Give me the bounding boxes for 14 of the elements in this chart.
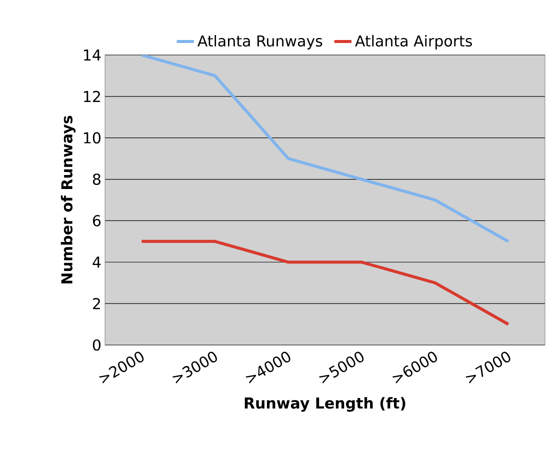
line-series: [140, 54, 510, 243]
x-axis-title: Runway Length (ft): [244, 397, 406, 412]
y-axis-title: Number of Runways: [60, 116, 76, 284]
y-tick-label: 10: [84, 132, 100, 144]
y-tick-label: 8: [92, 174, 100, 185]
legend-label: Atlanta Airports: [355, 35, 472, 50]
y-tick-label: 0: [92, 339, 100, 351]
y-tick-label: 6: [92, 215, 101, 226]
y-tick-label: 14: [84, 50, 101, 60]
line-series: [140, 240, 510, 326]
y-tick-label: 2: [93, 298, 100, 310]
y-tick-label: 12: [84, 90, 100, 102]
legend-label: Atlanta Runways: [197, 35, 322, 50]
y-tick-label: 4: [92, 256, 101, 268]
